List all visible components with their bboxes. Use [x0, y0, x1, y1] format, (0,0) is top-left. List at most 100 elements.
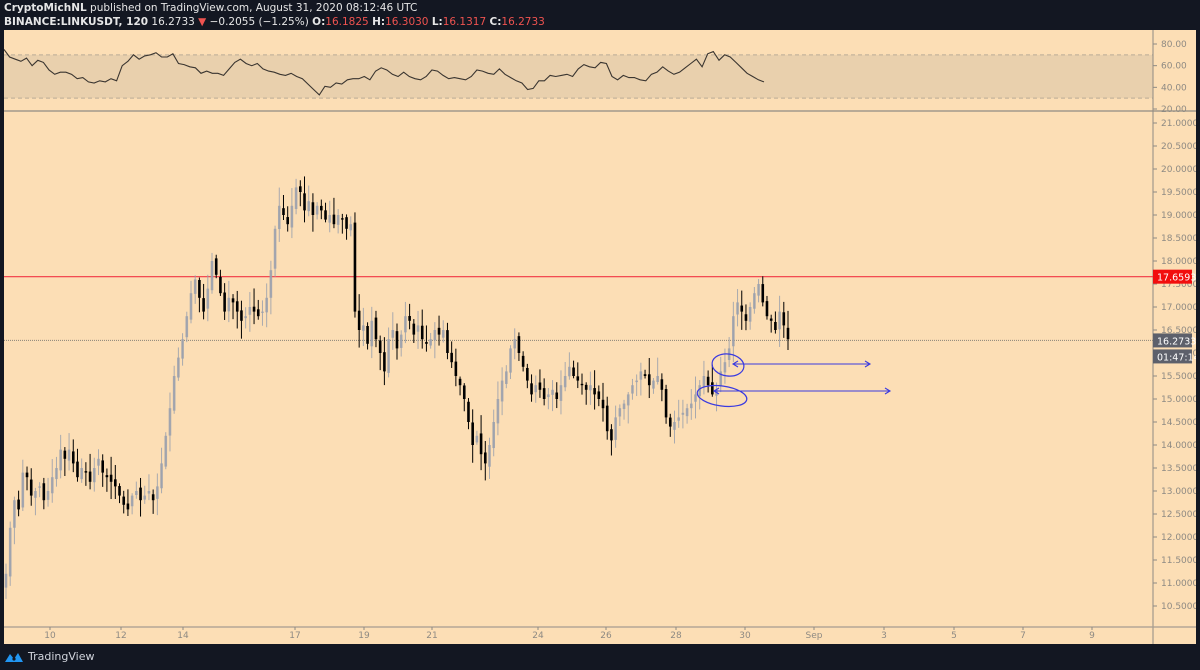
- candle-down: [256, 309, 260, 317]
- candle-up: [534, 385, 538, 393]
- candle-up: [513, 339, 517, 349]
- candle-down: [660, 379, 664, 390]
- time-axis-label: 17: [289, 631, 300, 641]
- lower-breakout-zone[interactable]: [696, 383, 748, 410]
- price-axis-label: 19.5000: [1161, 188, 1196, 198]
- candle-up: [391, 330, 395, 338]
- candle-down: [202, 298, 205, 312]
- candle-down: [446, 330, 449, 353]
- candle-up: [500, 380, 504, 402]
- candle-down: [462, 385, 466, 399]
- candle-down: [76, 461, 79, 478]
- candle-up: [362, 325, 365, 331]
- candle-down: [774, 321, 777, 330]
- candle-up: [177, 357, 180, 378]
- candle-up: [8, 527, 12, 577]
- candle-down: [324, 210, 327, 220]
- last-price: 16.2733: [151, 16, 195, 28]
- time-axis-label: 14: [177, 631, 189, 641]
- candle-up: [227, 297, 231, 312]
- candle-down: [303, 193, 306, 211]
- candle-up: [273, 228, 277, 269]
- candle-down: [526, 367, 529, 381]
- author-name[interactable]: CryptoMichNL: [4, 2, 87, 14]
- candle-up: [631, 385, 634, 394]
- candle-up: [172, 376, 176, 411]
- candle-up: [690, 403, 693, 409]
- candle-up: [387, 339, 390, 373]
- candle-up: [694, 394, 697, 402]
- upper-breakout-zone[interactable]: [711, 352, 746, 378]
- candle-up: [59, 449, 62, 471]
- candle-down: [479, 433, 483, 455]
- candle-up: [568, 366, 571, 377]
- chart-area[interactable]: 80.00 60.00 40.00 20.00 21.0000 20.5000 20.000…: [4, 30, 1196, 644]
- candle-up: [656, 376, 659, 383]
- candle-up: [55, 468, 58, 480]
- brand-name[interactable]: TradingView: [28, 650, 95, 663]
- candle-down: [105, 475, 109, 478]
- candle-up: [269, 270, 273, 298]
- candle-down: [223, 292, 226, 312]
- candle-down: [383, 352, 386, 372]
- price-axis-label: 17.0000: [1161, 303, 1196, 313]
- candle-down: [454, 361, 458, 376]
- last-price-label-bg: [1153, 333, 1192, 348]
- time-axis-label: 3: [881, 631, 887, 641]
- price-axis-label: 21.0000: [1161, 119, 1196, 129]
- candle-up: [622, 403, 626, 410]
- candle-up: [404, 316, 407, 333]
- candle-up: [618, 408, 622, 417]
- bar-countdown-label: 01:47:14: [1157, 352, 1196, 363]
- publish-line: CryptoMichNL published on TradingView.co…: [4, 1, 545, 15]
- time-axis-label: 10: [44, 631, 56, 641]
- candle-up: [244, 316, 247, 319]
- candle-up: [748, 307, 752, 322]
- time-axis-label: 28: [670, 631, 682, 641]
- candle-up: [736, 302, 739, 315]
- candle-up: [80, 468, 83, 480]
- candle-up: [185, 316, 189, 338]
- candle-down: [782, 312, 786, 326]
- candle-down: [374, 317, 378, 340]
- price-change: −0.2055 (−1.25%): [209, 16, 309, 28]
- symbol-label: BINANCE:LINKUSDT, 120: [4, 16, 149, 28]
- candle-down: [219, 276, 222, 294]
- candle-up: [38, 486, 41, 488]
- candle-up: [328, 215, 332, 223]
- candle-up: [551, 389, 554, 395]
- candle-up: [97, 458, 100, 466]
- candle-up: [290, 205, 294, 228]
- candle-down: [530, 383, 533, 395]
- candle-down: [311, 202, 315, 215]
- chart-canvas[interactable]: 80.00 60.00 40.00 20.00 21.0000 20.5000 20.000…: [4, 30, 1196, 644]
- candle-down: [235, 301, 239, 312]
- candle-up: [193, 279, 197, 294]
- candle-down: [114, 479, 117, 487]
- candle-up: [441, 330, 445, 338]
- candle-down: [584, 384, 588, 390]
- candle-down: [378, 340, 382, 353]
- candle-up: [559, 385, 563, 401]
- rsi-axis-label: 40.00: [1161, 83, 1187, 93]
- candle-down: [88, 471, 92, 482]
- rsi-axis-label: 20.00: [1161, 105, 1187, 115]
- candle-up: [46, 491, 50, 500]
- candle-down: [320, 205, 323, 211]
- candle-up: [50, 477, 54, 494]
- candle-down: [63, 450, 67, 459]
- candle-up: [723, 362, 727, 373]
- candle-up: [635, 380, 638, 383]
- resistance-price-label-bg: [1153, 269, 1192, 284]
- arrowhead-right-icon: [864, 360, 872, 368]
- candle-down: [408, 316, 411, 321]
- chart-header: CryptoMichNL published on TradingView.co…: [4, 1, 545, 29]
- candle-up: [156, 486, 159, 499]
- candle-up: [261, 311, 264, 313]
- price-axis-label: 15.5000: [1161, 372, 1196, 382]
- footer: TradingView: [4, 650, 94, 663]
- candle-down: [483, 452, 487, 464]
- candle-up: [4, 573, 8, 588]
- ohlc-line: BINANCE:LINKUSDT, 120 16.2733 ▼ −0.2055 …: [4, 15, 545, 29]
- candle-down: [345, 217, 348, 229]
